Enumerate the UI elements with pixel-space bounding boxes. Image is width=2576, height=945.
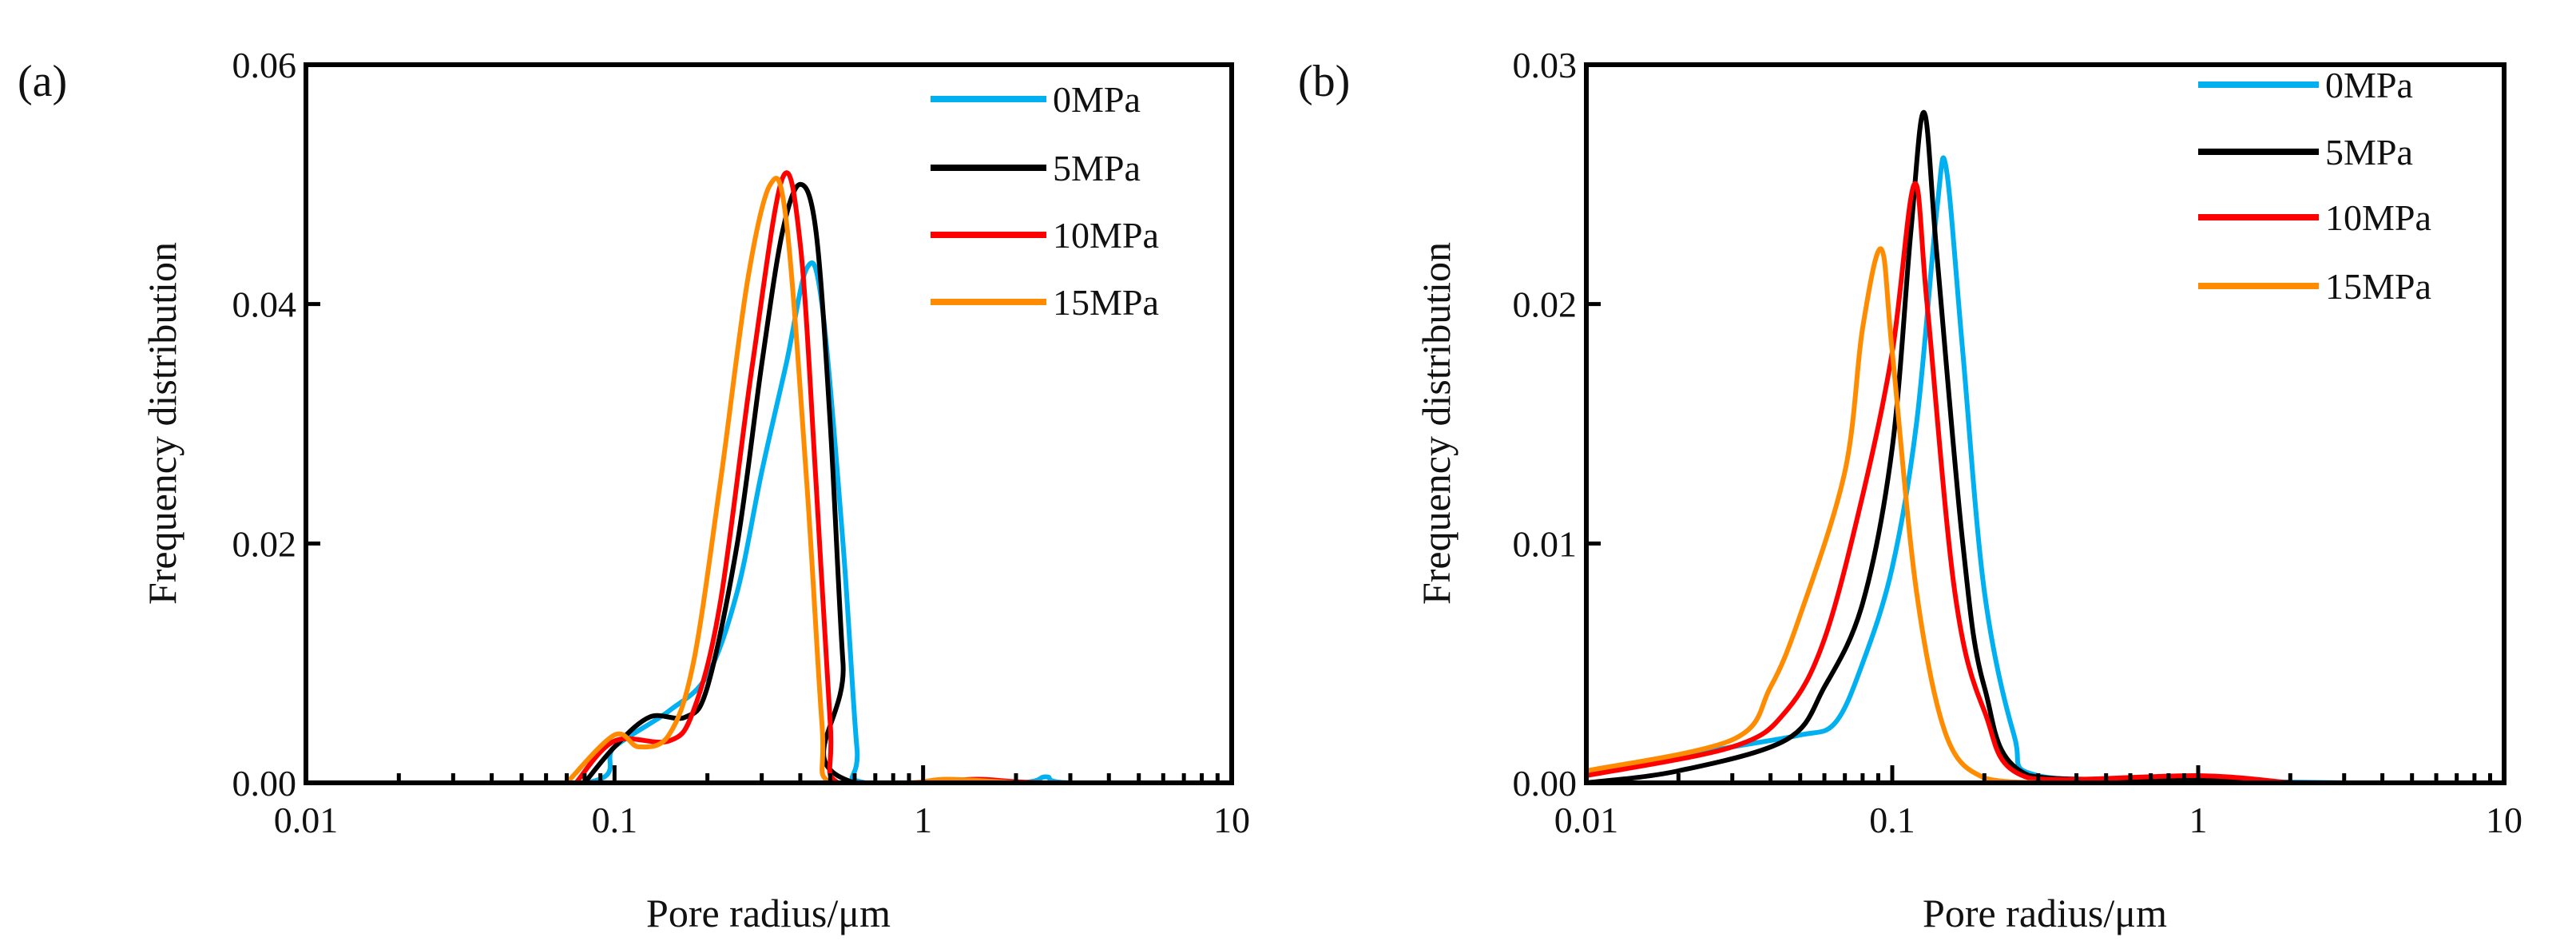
legend-label: 0MPa (1053, 79, 1141, 120)
x-tick-label: 1 (914, 800, 932, 840)
y-tick-label: 0.01 (1513, 523, 1578, 564)
x-tick-label: 0.01 (274, 800, 339, 840)
x-tick-label: 1 (2189, 800, 2208, 840)
x-tick-label: 0.1 (592, 800, 638, 840)
series-line-0MPa (1586, 155, 2344, 785)
x-tick-label: 10 (2486, 800, 2522, 840)
x-tick-label: 0.01 (1554, 800, 1619, 840)
y-axis-label: Frequency distribution (140, 242, 185, 605)
series-line-15MPa (565, 176, 1017, 786)
legend-label: 15MPa (1053, 282, 1159, 323)
series-line-10MPa (574, 170, 1232, 785)
legend-label: 10MPa (2325, 197, 2431, 238)
chart-panel-a: (a) Pore radius/μm Frequency distributio… (18, 45, 1250, 935)
y-tick-label: 0.00 (1513, 763, 1578, 804)
legend-label: 0MPa (2325, 65, 2413, 105)
series-line-5MPa (582, 181, 1232, 786)
x-tick-label: 0.1 (1869, 800, 1915, 840)
plot-frame (1584, 62, 2507, 785)
legend-label: 15MPa (2325, 266, 2431, 307)
legend-label: 5MPa (2325, 132, 2413, 173)
legend-label: 10MPa (1053, 215, 1159, 256)
y-tick-label: 0.02 (1513, 284, 1578, 325)
x-tick-label: 10 (1213, 800, 1250, 840)
y-tick-label: 0.02 (232, 523, 297, 564)
y-tick-label: 0.06 (232, 45, 297, 85)
series-line-5MPa (1586, 109, 2291, 785)
y-tick-label: 0.03 (1513, 45, 1578, 85)
series-line-10MPa (1586, 181, 2291, 785)
legend-label: 5MPa (1053, 148, 1141, 189)
panel-label: (b) (1298, 57, 1350, 106)
plot-frame (304, 62, 1234, 785)
series-line-15MPa (1586, 246, 2038, 785)
x-axis-label: Pore radius/μm (1923, 891, 2167, 935)
y-tick-label: 0.00 (232, 763, 297, 804)
y-tick-label: 0.04 (232, 284, 297, 325)
panel-label: (a) (18, 57, 67, 106)
y-axis-label: Frequency distribution (1414, 242, 1459, 605)
x-axis-label: Pore radius/μm (646, 891, 891, 935)
chart-panel-b: (b) Pore radius/μm Frequency distributio… (1298, 45, 2522, 935)
